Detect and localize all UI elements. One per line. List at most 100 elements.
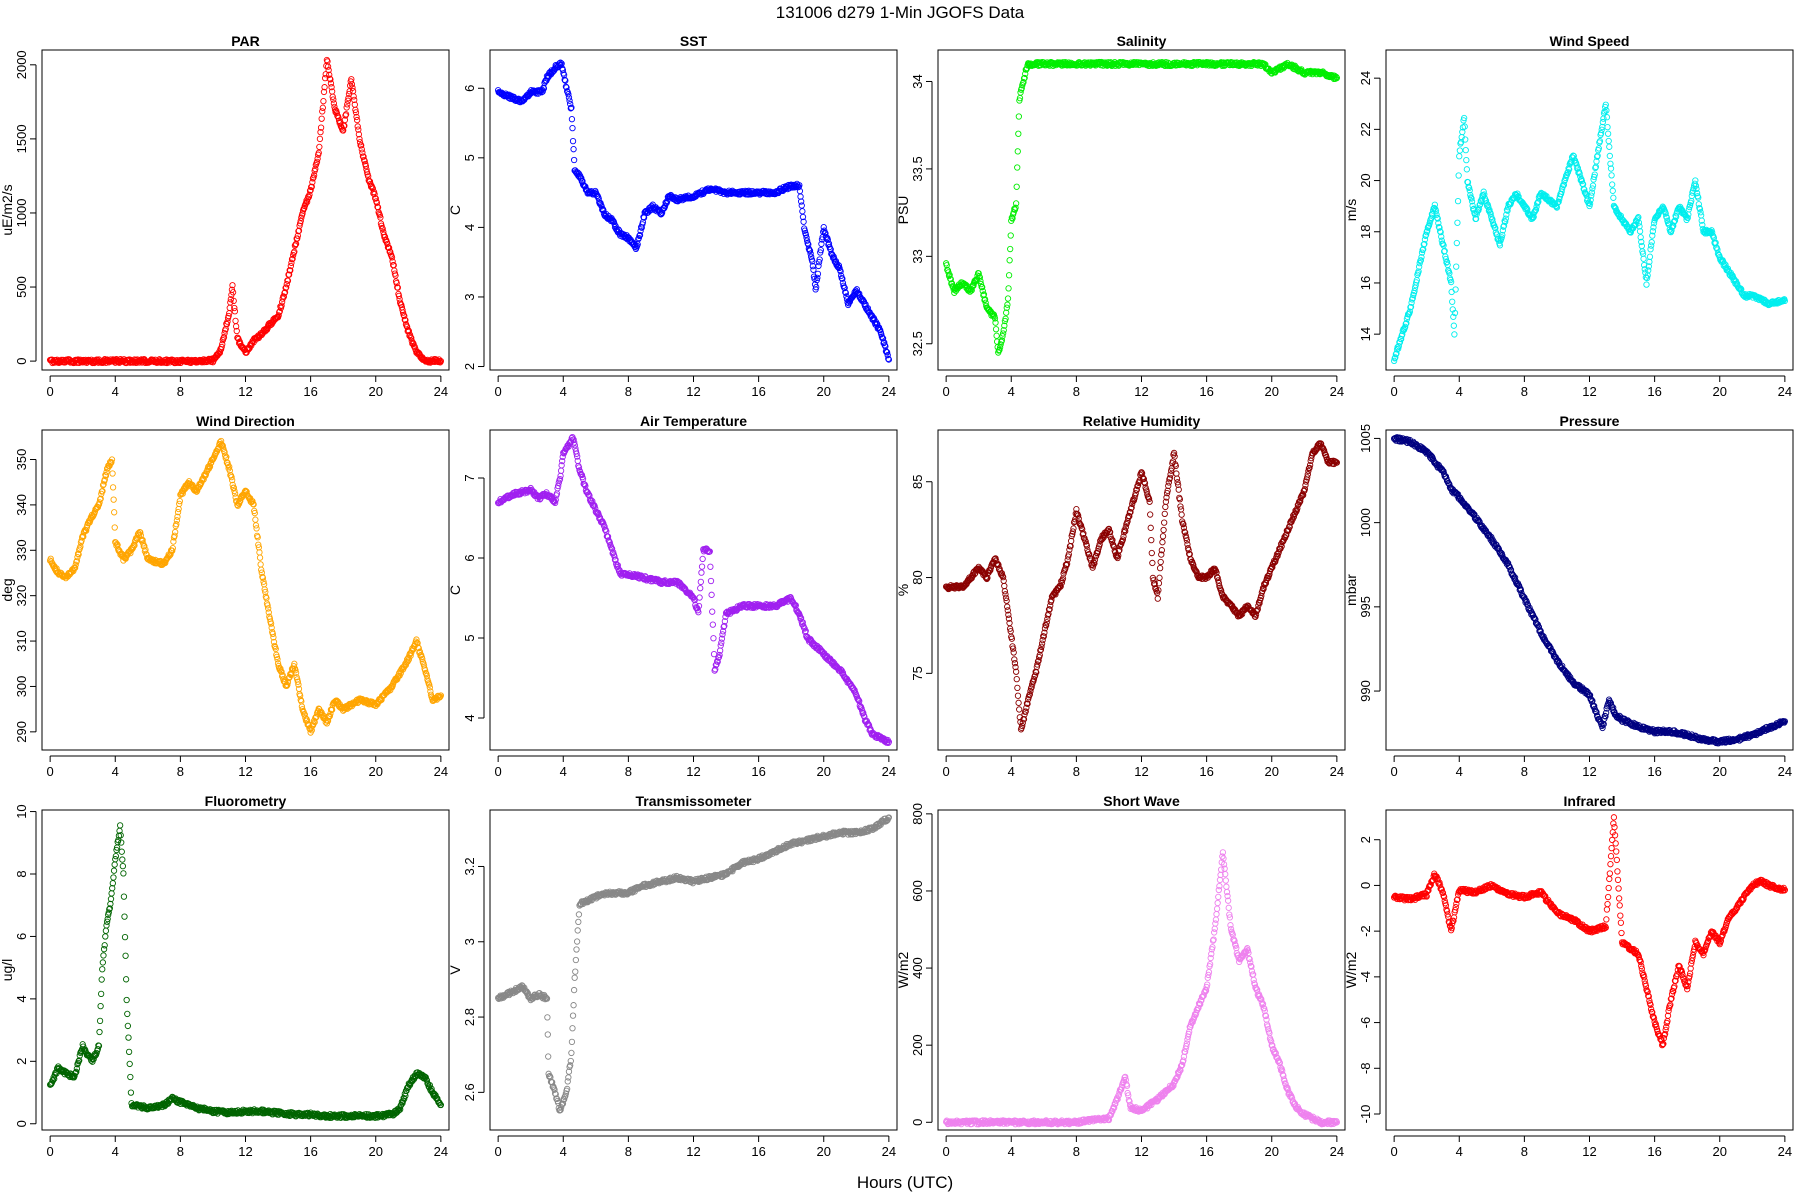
data-point	[317, 128, 324, 136]
data-point	[343, 104, 350, 111]
x-tick-label: 16	[751, 764, 765, 779]
data-point	[799, 208, 806, 215]
x-tick-label: 12	[1582, 384, 1596, 399]
data-point	[313, 158, 321, 166]
data-point	[290, 251, 297, 259]
data-point	[1014, 692, 1022, 699]
data-point	[325, 66, 332, 74]
data-point	[1395, 342, 1402, 350]
data-point	[995, 347, 1002, 354]
data-point	[1005, 285, 1012, 292]
data-point	[1426, 220, 1433, 227]
data-point	[1462, 136, 1469, 143]
y-tick-label: 1005	[1358, 424, 1373, 453]
data-point	[355, 131, 363, 138]
data-point	[874, 320, 881, 328]
data-point	[360, 153, 367, 160]
data-point	[878, 331, 885, 338]
data-point	[1609, 181, 1616, 188]
data-point	[1007, 245, 1014, 253]
data-point	[1502, 215, 1509, 222]
data-point	[981, 296, 989, 303]
data-point	[344, 97, 351, 104]
x-tick-label: 4	[112, 764, 119, 779]
data-series	[494, 433, 893, 746]
data-point	[1147, 524, 1154, 531]
data-point	[1162, 503, 1169, 511]
data-point	[320, 88, 328, 96]
data-point	[1697, 212, 1705, 219]
y-tick-label: 320	[14, 585, 29, 607]
data-point	[1595, 145, 1602, 152]
data-point	[578, 174, 585, 182]
data-point	[570, 146, 577, 153]
data-point	[1173, 470, 1180, 477]
data-point	[1004, 295, 1012, 302]
y-tick-label: 7	[462, 474, 477, 481]
x-tick-label: 8	[1073, 384, 1080, 399]
data-point	[1606, 152, 1614, 160]
data-point	[1451, 331, 1458, 338]
data-point	[993, 332, 1000, 339]
data-point	[699, 555, 706, 563]
data-point	[363, 168, 371, 176]
data-point	[1638, 242, 1645, 250]
data-point	[563, 88, 571, 95]
data-point	[1154, 595, 1161, 602]
data-point	[1431, 201, 1438, 208]
y-tick-label: 1500	[14, 124, 29, 153]
plot-frame	[1385, 49, 1794, 371]
data-point	[1015, 699, 1022, 706]
x-tick-label: 4	[1456, 764, 1463, 779]
panel-title: Wind Speed	[1550, 33, 1630, 49]
data-point	[803, 237, 811, 244]
data-point	[221, 330, 228, 337]
data-point	[640, 213, 647, 221]
data-point	[569, 124, 576, 132]
data-point	[359, 149, 366, 156]
data-point	[1485, 203, 1492, 211]
data-point	[710, 635, 717, 642]
data-point	[1006, 257, 1013, 264]
data-point	[288, 259, 295, 266]
y-axis-label: C	[447, 205, 463, 215]
x-tick-label: 0	[47, 764, 54, 779]
data-point	[385, 244, 393, 252]
data-point	[405, 327, 413, 335]
data-point	[707, 577, 715, 585]
data-point	[358, 142, 365, 149]
data-point	[884, 352, 891, 359]
data-point	[318, 115, 325, 122]
data-point	[567, 105, 574, 112]
data-point	[331, 106, 339, 113]
y-tick-label: 32.5	[910, 331, 925, 356]
data-point	[566, 97, 573, 104]
data-point	[287, 267, 294, 274]
data-point	[708, 591, 715, 598]
y-tick-label: 6	[462, 554, 477, 561]
data-point	[1487, 210, 1494, 217]
data-point	[1149, 559, 1156, 567]
data-point	[1013, 183, 1020, 190]
data-point	[1016, 97, 1023, 104]
x-tick-label: 8	[177, 384, 184, 399]
x-tick-label: 8	[1073, 764, 1080, 779]
data-point	[384, 240, 391, 248]
data-point	[797, 193, 804, 200]
data-point	[348, 81, 356, 88]
data-point	[557, 467, 565, 474]
data-point	[1572, 159, 1579, 166]
data-point	[636, 231, 644, 239]
data-point	[292, 241, 299, 248]
y-axis-label: mbar	[1343, 574, 1359, 606]
x-tick-label: 16	[1647, 764, 1661, 779]
data-point	[232, 317, 239, 324]
x-tick-label: 12	[686, 384, 700, 399]
data-point	[1589, 185, 1596, 192]
data-point	[283, 284, 290, 291]
data-point	[1147, 511, 1154, 518]
data-point	[367, 183, 375, 190]
data-point	[1472, 215, 1480, 222]
